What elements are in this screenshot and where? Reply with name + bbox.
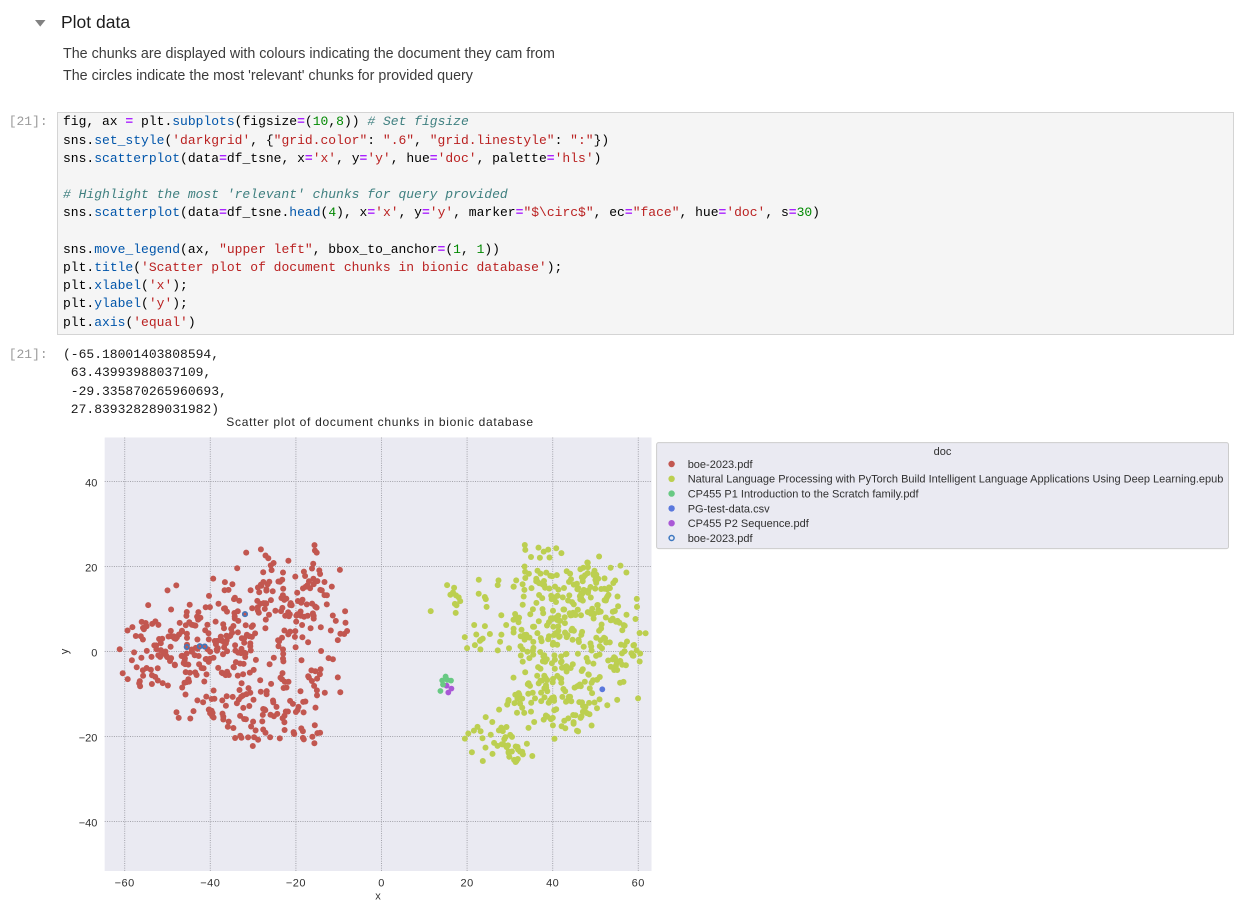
svg-text:Natural Language Processing wi: Natural Language Processing with PyTorch… <box>688 474 1224 486</box>
svg-text:−20: −20 <box>79 733 98 745</box>
svg-text:CP455 P1 Introduction to the S: CP455 P1 Introduction to the Scratch fam… <box>688 489 920 501</box>
svg-text:−40: −40 <box>79 818 98 830</box>
svg-text:0: 0 <box>91 648 97 660</box>
svg-text:20: 20 <box>460 877 473 889</box>
svg-text:Scatter plot of document chunk: Scatter plot of document chunks in bioni… <box>226 415 534 429</box>
svg-text:−20: −20 <box>286 877 306 889</box>
svg-text:boe-2023.pdf: boe-2023.pdf <box>688 533 754 545</box>
svg-text:−60: −60 <box>115 877 135 889</box>
svg-text:x: x <box>375 891 381 903</box>
svg-text:0: 0 <box>378 877 385 889</box>
svg-text:20: 20 <box>85 563 97 575</box>
svg-text:doc: doc <box>934 446 952 458</box>
svg-text:PG-test-data.csv: PG-test-data.csv <box>688 503 770 515</box>
svg-text:60: 60 <box>632 877 645 889</box>
svg-text:y: y <box>59 648 71 654</box>
svg-text:CP455 P2 Sequence.pdf: CP455 P2 Sequence.pdf <box>688 518 810 530</box>
svg-text:−40: −40 <box>200 877 220 889</box>
svg-text:40: 40 <box>546 877 559 889</box>
svg-text:boe-2023.pdf: boe-2023.pdf <box>688 459 754 471</box>
svg-text:40: 40 <box>85 478 97 490</box>
